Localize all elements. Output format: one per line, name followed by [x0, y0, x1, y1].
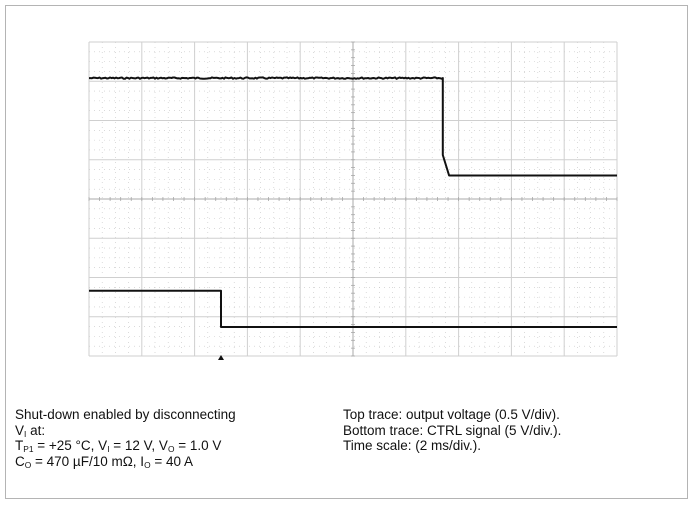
caption-left-line-1: Shut-down enabled by disconnecting	[15, 407, 236, 422]
caption-right-line-1: Top trace: output voltage (0.5 V/div).	[343, 407, 560, 422]
trace-ctrl-signal	[89, 289, 617, 328]
caption-left-line-3: TP1 = +25 °C, VI = 12 V, VO = 1.0 V	[15, 438, 222, 455]
figure-frame	[5, 5, 688, 499]
caption-right: Top trace: output voltage (0.5 V/div). B…	[343, 407, 673, 454]
trigger-marker	[218, 355, 224, 360]
caption-left: Shut-down enabled by disconnecting VI at…	[15, 407, 315, 469]
caption-right-line-2: Bottom trace: CTRL signal (5 V/div.).	[343, 422, 562, 438]
grid	[88, 41, 618, 357]
traces	[89, 76, 617, 360]
trace-output-voltage	[89, 76, 617, 177]
caption-left-line-2: VI at:	[15, 422, 46, 439]
caption-right-line-3: Time scale: (2 ms/div.).	[343, 438, 482, 453]
caption-left-line-4: CO = 470 µF/10 mΩ, IO = 40 A	[15, 453, 193, 470]
